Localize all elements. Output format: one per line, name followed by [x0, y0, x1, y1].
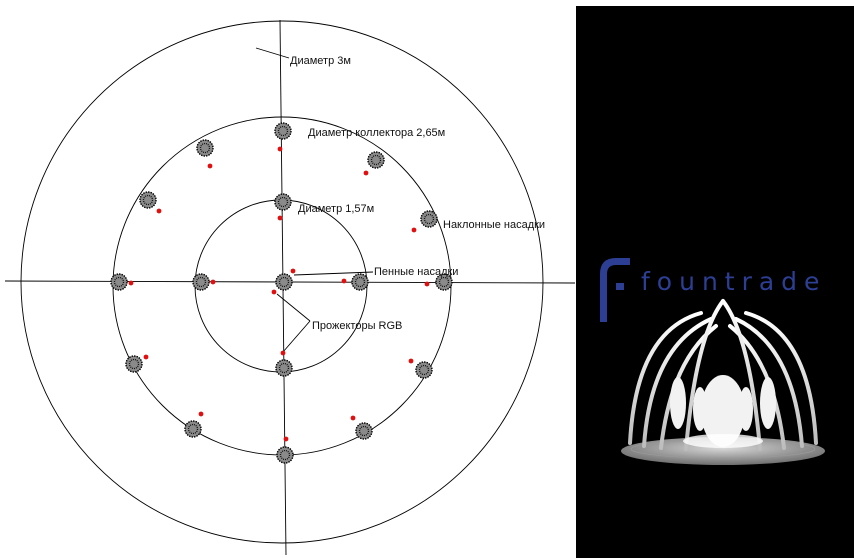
- nozzle-icon: [275, 273, 293, 291]
- rgb-projector-dot: [363, 170, 369, 176]
- rgb-projector-dot: [143, 354, 149, 360]
- nozzle-icon: [276, 446, 294, 464]
- nozzle-icon: [139, 191, 157, 209]
- rgb-projector-dot: [271, 289, 277, 295]
- rgb-projector-dot: [156, 208, 162, 214]
- nozzle-icon: [192, 273, 210, 291]
- rgb-projector-dot: [350, 415, 356, 421]
- rgb-projector-dot: [210, 279, 216, 285]
- nozzle-icon: [367, 151, 385, 169]
- nozzle-group: [110, 122, 453, 464]
- leader-rgb-1: [276, 293, 311, 322]
- rgb-projector-dot: [283, 436, 289, 442]
- label-foam-nozzles: Пенные насадки: [374, 266, 458, 278]
- rgb-projector-dot: [411, 227, 417, 233]
- nozzle-icon: [355, 422, 373, 440]
- nozzle-icon: [184, 420, 202, 438]
- rgb-projector-dot: [280, 350, 286, 356]
- nozzle-icon: [196, 139, 214, 157]
- nozzle-icon: [415, 361, 433, 379]
- rgb-projector-dot: [408, 358, 414, 364]
- leader-outer-diameter: [255, 47, 290, 59]
- nozzle-icon: [125, 355, 143, 373]
- label-collector-diameter: Диаметр коллектора 2,65м: [308, 127, 445, 139]
- label-inclined-nozzles: Наклонные насадки: [443, 219, 545, 231]
- fountrade-logo-icon: [600, 258, 630, 322]
- label-inner-diameter: Диаметр 1,57м: [298, 203, 374, 215]
- rgb-projector-dot: [424, 281, 430, 287]
- rgb-projector-dot: [277, 146, 283, 152]
- rgb-projector-dot: [198, 411, 204, 417]
- nozzle-icon: [351, 273, 369, 291]
- rgb-projector-dot: [128, 280, 134, 286]
- label-rgb-projectors: Прожекторы RGB: [312, 320, 402, 332]
- rgb-projector-dot: [341, 278, 347, 284]
- fountain-layout-diagram: Диаметр 3м Диаметр коллектора 2,65м Диам…: [4, 19, 576, 556]
- nozzle-icon: [110, 273, 128, 291]
- brand-panel: fountrade: [576, 6, 854, 558]
- rgb-projector-dot: [290, 268, 296, 274]
- fountain-image: [621, 299, 825, 465]
- nozzle-icon: [274, 193, 292, 211]
- rgb-projector-dot: [207, 163, 213, 169]
- leader-foam-nozzles: [293, 271, 374, 276]
- label-outer-diameter: Диаметр 3м: [290, 55, 351, 67]
- nozzle-icon: [275, 359, 293, 377]
- brand-logo-text: fountrade: [641, 267, 827, 296]
- nozzle-icon: [435, 273, 453, 291]
- leader-rgb-2: [282, 320, 311, 353]
- nozzle-icon: [420, 210, 438, 228]
- rgb-projector-dot: [277, 215, 283, 221]
- outer-circle: [20, 20, 544, 544]
- nozzle-icon: [274, 122, 292, 140]
- rgb-projector-group: [128, 146, 430, 442]
